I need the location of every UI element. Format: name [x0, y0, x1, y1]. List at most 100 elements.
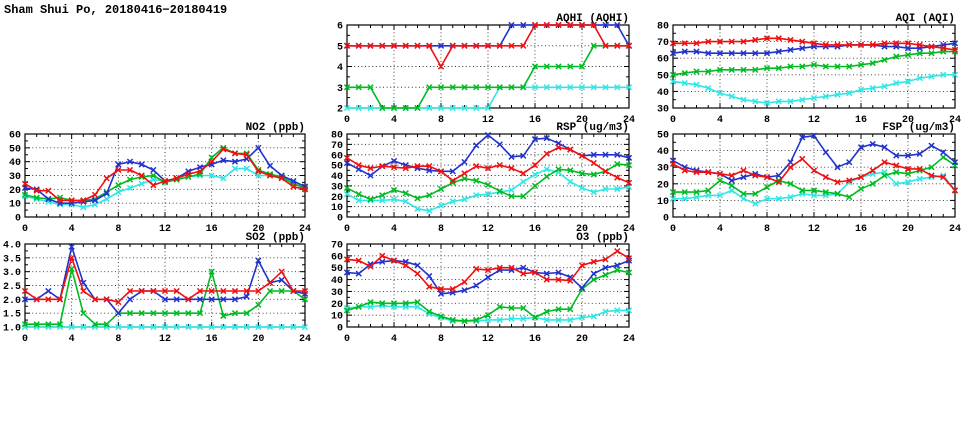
- y-tick-label: 0: [337, 324, 343, 335]
- y-tick-label: 20: [331, 300, 343, 311]
- x-tick-label: 4: [717, 115, 723, 126]
- series-blue-markers: [669, 132, 959, 184]
- x-tick-label: 16: [529, 224, 541, 235]
- y-tick-label: 20: [9, 186, 21, 197]
- y-tick-label: 20: [331, 193, 343, 204]
- x-tick-label: 0: [344, 115, 350, 126]
- x-tick-label: 0: [670, 115, 676, 126]
- chart-aqi: 0 4 8 12 16 20 24 30 40 50 60 70 80 AQI (AQI): [657, 13, 961, 126]
- series-green-markers: [343, 42, 633, 112]
- y-tick-label: 5: [337, 42, 343, 53]
- x-tick-label: 24: [623, 115, 635, 126]
- y-tick-label: 60: [657, 55, 669, 66]
- x-tick-label: 16: [206, 334, 218, 345]
- series-blue: [672, 42, 956, 55]
- y-tick-label: 30: [9, 172, 21, 183]
- y-tick-label: 4.0: [3, 241, 21, 252]
- y-tick-label: 40: [657, 147, 669, 158]
- chart-panel-so2: 0 4 8 12 16 20 24 1.0 1.5 2.0 2.5 3.0 3.5 4.0 SO2 (ppb…: [0, 228, 319, 352]
- x-tick-label: 8: [764, 115, 770, 126]
- x-tick-label: 8: [438, 115, 444, 126]
- y-tick-label: 40: [331, 172, 343, 183]
- y-tick-label: 0: [337, 214, 343, 225]
- y-tick-label: 70: [331, 141, 343, 152]
- x-tick-label: 4: [717, 224, 723, 235]
- x-tick-label: 16: [206, 224, 218, 235]
- series-red-markers: [669, 155, 959, 194]
- y-tick-label: 40: [9, 158, 21, 169]
- chart-panel-aqhi: 0 4 8 12 16 20 24 2 3 4 5 6 AQHI (AQHI): [322, 9, 643, 133]
- chart-panel-aqi: 0 4 8 12 16 20 24 30 40 50 60 70 80 AQI (AQI): [648, 9, 969, 133]
- x-tick-label: 20: [902, 115, 914, 126]
- page-title: Sham Shui Po, 20180416−20180419: [4, 3, 228, 17]
- x-tick-label: 0: [22, 224, 28, 235]
- y-tick-label: 50: [331, 264, 343, 275]
- x-tick-label: 24: [623, 334, 635, 345]
- x-tick-label: 20: [252, 334, 264, 345]
- series-red-markers: [21, 254, 309, 306]
- y-tick-label: 10: [331, 203, 343, 214]
- chart-title: O3 (ppb): [576, 232, 629, 244]
- x-tick-label: 16: [529, 115, 541, 126]
- chart-panel-fsp: 0 4 8 12 16 20 24 0 10 20 30 40 50 FSP (ug/m3): [648, 118, 969, 242]
- series-red-markers: [21, 146, 309, 204]
- y-tick-label: 20: [657, 180, 669, 191]
- x-tick-label: 12: [159, 334, 171, 345]
- chart-title: AQHI (AQHI): [556, 13, 629, 25]
- y-tick-label: 30: [657, 105, 669, 116]
- y-tick-label: 3.5: [3, 254, 21, 265]
- series-red-markers: [669, 35, 959, 54]
- y-tick-label: 30: [331, 182, 343, 193]
- x-tick-label: 24: [299, 224, 311, 235]
- y-tick-label: 50: [9, 144, 21, 155]
- chart-title: RSP (ug/m3): [556, 122, 629, 134]
- x-tick-label: 12: [808, 115, 820, 126]
- x-tick-label: 24: [299, 334, 311, 345]
- x-tick-label: 24: [623, 224, 635, 235]
- y-tick-label: 40: [657, 88, 669, 99]
- x-tick-label: 8: [764, 224, 770, 235]
- x-tick-label: 24: [949, 115, 961, 126]
- x-tick-label: 4: [391, 224, 397, 235]
- x-tick-label: 0: [344, 224, 350, 235]
- series-cyan-markers: [21, 323, 309, 331]
- x-tick-label: 20: [576, 334, 588, 345]
- x-tick-label: 12: [482, 224, 494, 235]
- chart-panel-no2: 0 4 8 12 16 20 24 0 10 20 30 40 50 60 NO2 (ppb): [0, 118, 319, 242]
- y-tick-label: 0: [15, 214, 21, 225]
- y-tick-label: 1.0: [3, 324, 21, 335]
- y-tick-label: 10: [331, 312, 343, 323]
- x-tick-label: 20: [252, 224, 264, 235]
- x-tick-label: 0: [670, 224, 676, 235]
- y-tick-label: 6: [337, 22, 343, 33]
- x-tick-label: 4: [391, 115, 397, 126]
- series-red-markers: [343, 247, 633, 293]
- y-tick-label: 2: [337, 105, 343, 116]
- x-tick-label: 8: [115, 224, 121, 235]
- x-tick-label: 4: [69, 224, 75, 235]
- y-tick-label: 40: [331, 276, 343, 287]
- series-red-markers: [343, 144, 633, 186]
- x-tick-label: 4: [69, 334, 75, 345]
- y-tick-label: 60: [331, 151, 343, 162]
- y-tick-label: 4: [337, 63, 343, 74]
- x-tick-label: 8: [438, 334, 444, 345]
- x-tick-label: 12: [482, 115, 494, 126]
- series-blue: [346, 134, 630, 177]
- series-red-markers: [343, 21, 633, 70]
- chart-so2: 0 4 8 12 16 20 24 1.0 1.5 2.0 2.5 3.0 3.5 4.0 SO2 (ppb…: [3, 232, 311, 345]
- x-tick-label: 20: [576, 224, 588, 235]
- chart-aqhi: 0 4 8 12 16 20 24 2 3 4 5 6 AQHI (AQHI): [337, 13, 635, 126]
- y-tick-label: 80: [657, 22, 669, 33]
- y-tick-label: 50: [657, 131, 669, 142]
- series-green-markers: [669, 48, 959, 78]
- chart-title: FSP (ug/m3): [882, 122, 955, 134]
- y-tick-label: 70: [657, 38, 669, 49]
- y-tick-label: 0: [663, 214, 669, 225]
- chart-title: SO2 (ppb): [246, 232, 305, 244]
- x-tick-label: 12: [159, 224, 171, 235]
- y-tick-label: 60: [9, 131, 21, 142]
- y-tick-label: 60: [331, 252, 343, 263]
